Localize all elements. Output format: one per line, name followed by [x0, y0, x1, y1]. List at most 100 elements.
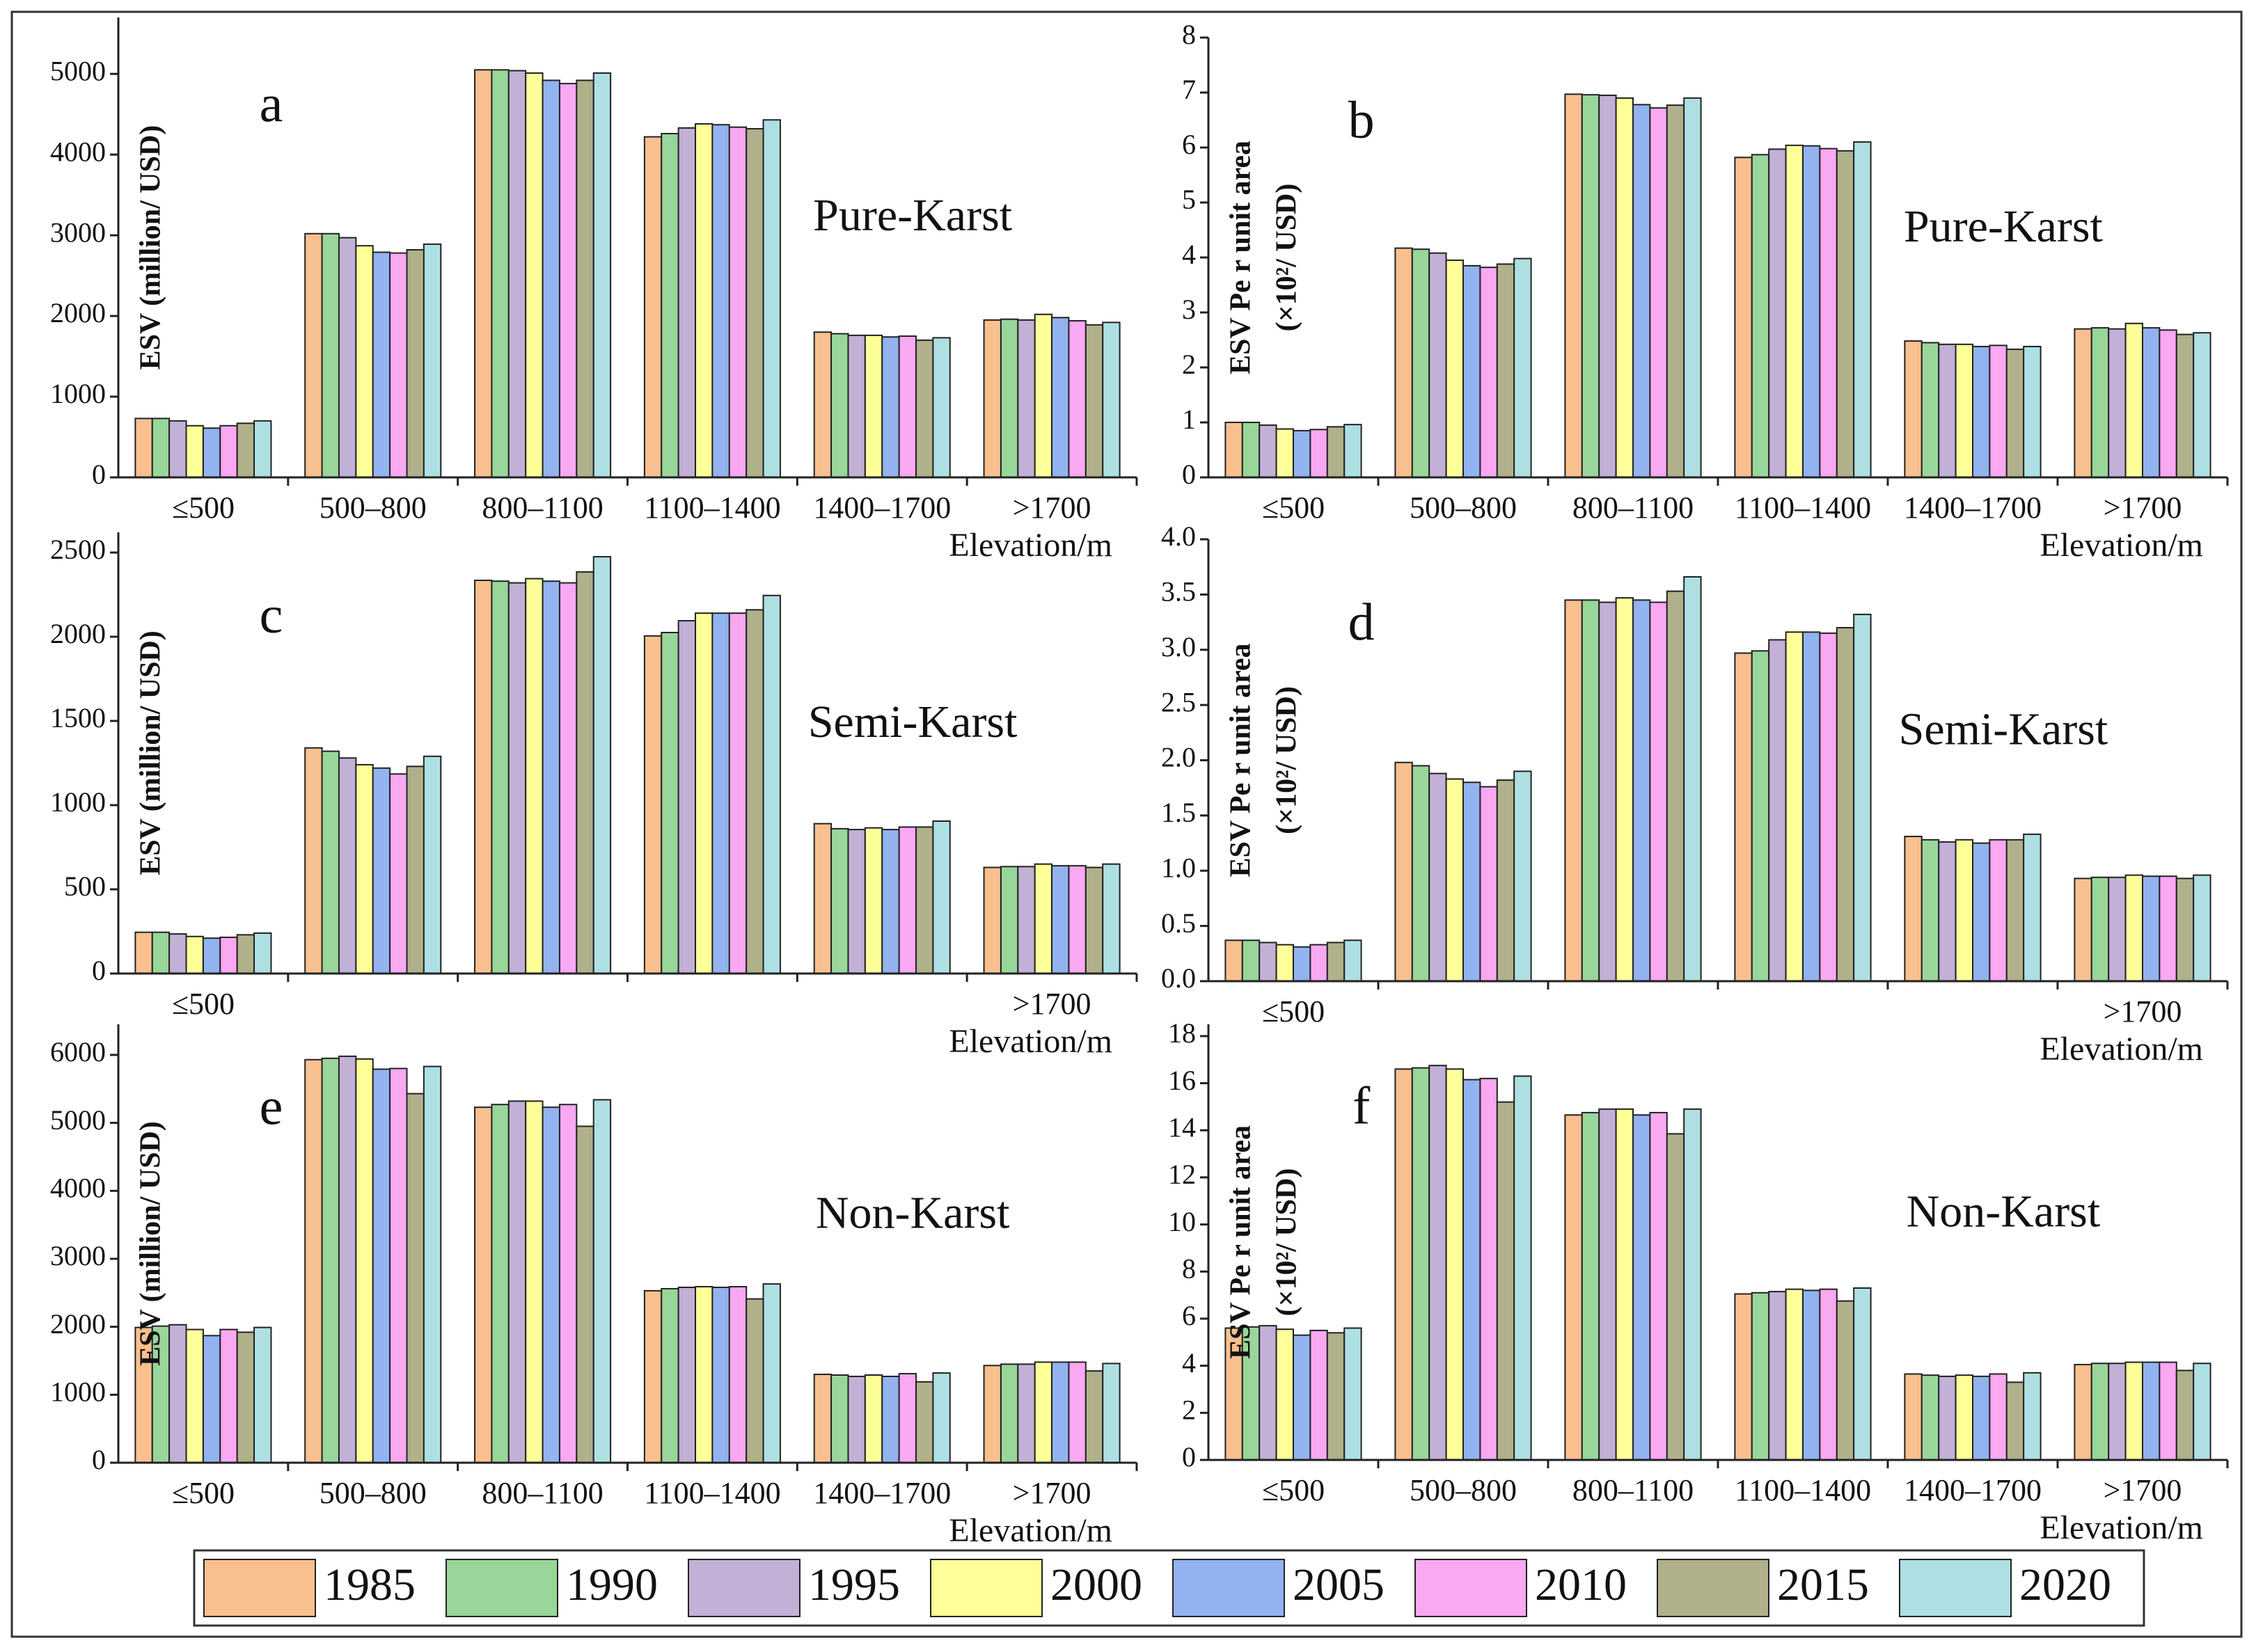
- y-tick-label: 6: [1182, 129, 1196, 160]
- bar: [542, 1106, 560, 1464]
- x-tick-label: >1700: [1013, 1476, 1091, 1510]
- y-tick-label: 8: [1182, 1253, 1196, 1284]
- bar: [1496, 1101, 1515, 1461]
- bar: [2142, 875, 2161, 982]
- bar: [1938, 343, 1957, 478]
- bar: [1972, 345, 1991, 479]
- y-axis-title: ESV Pe r unit area: [1225, 643, 1257, 877]
- x-tick-label: ≤500: [172, 987, 235, 1021]
- bar: [592, 1099, 612, 1463]
- x-tick-label: 1100–1400: [644, 1476, 780, 1510]
- bar: [474, 69, 493, 478]
- bar: [915, 339, 934, 478]
- bar: [728, 612, 748, 974]
- bar: [474, 1106, 493, 1464]
- bar: [830, 333, 849, 478]
- y-tick-label: 2500: [50, 534, 106, 565]
- y-tick-label: 0.0: [1161, 962, 1196, 994]
- y-tick-label: 6: [1182, 1300, 1196, 1331]
- bar: [932, 337, 951, 478]
- x-axis-title: Elevation/m: [949, 527, 1112, 564]
- bar: [1259, 942, 1277, 982]
- bar: [1084, 1370, 1104, 1463]
- bar: [1034, 1361, 1053, 1464]
- bar: [746, 128, 764, 478]
- bar: [1581, 94, 1600, 479]
- bar: [2108, 1363, 2127, 1461]
- x-tick-label: 1100–1400: [1735, 1473, 1871, 1507]
- y-tick-label: 3: [1182, 294, 1196, 325]
- bar: [746, 609, 764, 974]
- x-tick-label: 500–800: [320, 1476, 427, 1510]
- x-tick-label: ≤500: [1262, 994, 1325, 1028]
- bar: [643, 136, 663, 478]
- y-tick-label: 10: [1168, 1206, 1196, 1237]
- bar: [1955, 839, 1974, 983]
- bar: [1428, 252, 1447, 478]
- y-tick-label: 5000: [50, 55, 106, 86]
- bar: [2090, 1363, 2110, 1461]
- bar: [932, 1372, 951, 1464]
- bar: [847, 829, 866, 974]
- bar: [1275, 428, 1294, 478]
- bar: [1241, 939, 1261, 982]
- legend-swatch: [688, 1559, 800, 1617]
- bar: [558, 83, 578, 478]
- y-tick-label: 2000: [50, 1308, 106, 1340]
- bar: [1343, 424, 1362, 478]
- bar: [338, 1055, 357, 1463]
- bar: [1598, 601, 1617, 982]
- bar: [253, 932, 272, 975]
- bar: [1972, 842, 1991, 982]
- bar: [830, 827, 849, 975]
- bar: [1853, 141, 1872, 478]
- bar: [2108, 328, 2127, 479]
- bar: [1102, 863, 1121, 975]
- bar: [1989, 344, 2007, 478]
- bar: [1068, 1361, 1087, 1464]
- bar: [864, 1374, 883, 1463]
- bar: [728, 126, 748, 478]
- y-tick-label: 16: [1168, 1065, 1196, 1096]
- bar: [932, 820, 951, 974]
- region-label: Non-Karst: [1907, 1186, 2101, 1237]
- bar: [1309, 429, 1328, 479]
- x-tick-label: >1700: [2104, 994, 2182, 1028]
- bar: [491, 69, 510, 478]
- bar: [1666, 590, 1685, 982]
- x-tick-label: 1400–1700: [1904, 1473, 2042, 1507]
- bar: [1394, 761, 1413, 983]
- bar: [219, 1328, 238, 1463]
- x-axis-title: Elevation/m: [2040, 1031, 2203, 1067]
- bar: [1241, 422, 1261, 478]
- y-tick-label: 1000: [50, 1376, 106, 1407]
- x-tick-label: 1400–1700: [813, 1476, 951, 1510]
- bar: [185, 1328, 204, 1463]
- region-label: Non-Karst: [816, 1187, 1010, 1238]
- bar: [2175, 1369, 2195, 1461]
- bar: [1785, 144, 1804, 478]
- x-axis-title: Elevation/m: [949, 1512, 1112, 1549]
- bar: [1259, 1325, 1277, 1461]
- y-tick-label: 0: [92, 459, 106, 490]
- y-tick-label: 0: [92, 955, 106, 986]
- bar: [389, 252, 408, 478]
- bar: [1496, 263, 1515, 478]
- bar: [1734, 1293, 1753, 1461]
- bar: [881, 1375, 900, 1463]
- figure-border: [10, 10, 2243, 1638]
- y-tick-label: 3000: [50, 216, 106, 248]
- bar: [711, 124, 730, 478]
- y-tick-label: 5000: [50, 1104, 106, 1136]
- legend-swatch: [203, 1559, 316, 1617]
- y-axis-title: ESV (million/ USD): [135, 1121, 167, 1366]
- y-tick-label: 1.5: [1161, 797, 1196, 828]
- bar: [695, 123, 713, 479]
- bar: [1017, 319, 1036, 478]
- x-tick-label: 800–1100: [1572, 1473, 1694, 1507]
- bar: [134, 418, 153, 479]
- bar: [983, 1365, 1002, 1463]
- bar: [507, 1100, 527, 1463]
- bar: [1904, 340, 1923, 478]
- bar: [202, 937, 221, 975]
